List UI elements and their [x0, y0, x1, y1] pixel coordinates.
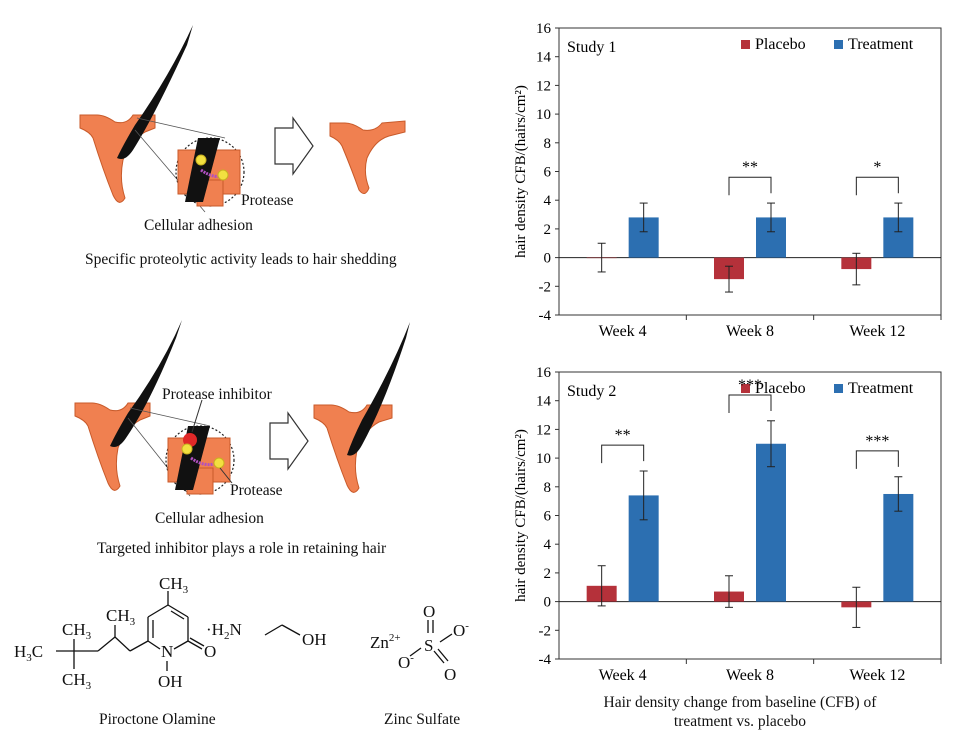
legend-swatch-placebo [741, 40, 750, 49]
x-tick-label: Week 8 [726, 667, 774, 682]
atom-ethanol-oh: OH [302, 630, 327, 649]
chart-footer-line1: Hair density change from baseline (CFB) … [603, 694, 877, 711]
significance-bracket [601, 444, 645, 464]
shed-follicle [329, 120, 406, 194]
legend-swatch-treatment [834, 384, 843, 393]
bar-treatment [756, 443, 786, 602]
y-tick-label: 12 [536, 422, 551, 438]
atom-oh-n: OH [158, 672, 183, 691]
atom-zn: Zn2+ [370, 632, 401, 652]
x-tick-label: Week 12 [849, 323, 905, 340]
y-tick-label: 12 [536, 78, 551, 94]
y-tick-label: 2 [544, 566, 552, 582]
significance-marker: *** [865, 433, 889, 450]
y-tick-label: 6 [544, 165, 552, 181]
y-tick-label: 6 [544, 509, 552, 525]
chart-footer-line2: treatment vs. placebo [673, 713, 807, 730]
bar-treatment [883, 493, 914, 602]
y-tick-label: 0 [544, 595, 552, 611]
y-tick-label: 10 [536, 451, 551, 467]
atom-salt-h2n: ·H2N [206, 620, 242, 642]
x-tick-label: Week 4 [599, 323, 647, 340]
panel2-caption: Targeted inhibitor plays a role in retai… [97, 540, 387, 557]
significance-marker: *** [738, 377, 762, 394]
shedding-illustration [79, 25, 314, 213]
legend-swatch-placebo [741, 384, 750, 393]
y-axis-label: hair density CFB/(hairs/cm²) [513, 85, 529, 258]
y-axis-label: hair density CFB/(hairs/cm²) [513, 429, 529, 602]
adhesion-label-2: Cellular adhesion [155, 510, 264, 527]
y-tick-label: 8 [544, 136, 552, 152]
y-tick-label: 2 [544, 222, 552, 238]
protease-dot [195, 154, 207, 166]
chart-title: Study 2 [567, 383, 616, 400]
atom-ch3-branch: CH3 [106, 606, 136, 628]
significance-marker: ** [615, 427, 631, 444]
legend-label-treatment: Treatment [848, 380, 914, 397]
hair-shaft [117, 25, 193, 159]
zinc-sulfate-structure: Zn2+ S O O- O- O [370, 602, 469, 684]
significance-bracket [728, 394, 772, 413]
y-tick-label: 14 [536, 50, 552, 66]
retention-illustration [74, 320, 309, 497]
y-tick-label: 16 [536, 365, 552, 381]
panel1-caption: Specific proteolytic activity leads to h… [85, 251, 397, 268]
zinc-name: Zinc Sulfate [384, 711, 461, 728]
adhesion-label-1: Cellular adhesion [144, 217, 253, 234]
significance-bracket [728, 176, 772, 196]
significance-bracket [855, 176, 899, 196]
chart-footer: Hair density change from baseline (CFB) … [585, 693, 895, 731]
atom-o-left: O- [398, 652, 414, 672]
chart-study-1: -4 -2 0 2 4 6 8 10 12 14 16 hair density CFB/(hairs… [513, 21, 942, 340]
atom-ch3-quaternary-top: CH3 [62, 620, 92, 642]
inhibitor-dot [183, 433, 197, 447]
atom-o-top: O [423, 602, 435, 621]
atom-ch3-quaternary-bottom: CH3 [62, 670, 92, 692]
atom-o-bottom: O [444, 665, 456, 684]
inhibitor-label: Protease inhibitor [162, 386, 272, 403]
atom-o-right: O- [453, 620, 469, 640]
y-tick-label: 4 [544, 537, 552, 553]
retained-follicle [313, 322, 410, 493]
y-tick-label: 4 [544, 193, 552, 209]
legend-swatch-treatment [834, 40, 843, 49]
y-tick-label: 8 [544, 480, 552, 496]
y-tick-label: 14 [536, 394, 552, 410]
legend-label-placebo: Placebo [755, 36, 806, 53]
atom-n: N [161, 642, 173, 661]
y-tick-label: -4 [539, 652, 552, 668]
y-tick-label: 10 [536, 107, 551, 123]
y-tick-label: 0 [544, 251, 552, 267]
atom-ch3-top: CH3 [159, 575, 189, 596]
x-tick-label: Week 8 [726, 323, 774, 340]
y-tick-label: 16 [536, 21, 552, 37]
significance-marker: ** [742, 159, 758, 176]
protease-label-1: Protease [241, 192, 294, 209]
x-tick-label: Week 4 [599, 667, 647, 682]
significance-bracket [855, 450, 899, 469]
process-arrow [274, 116, 314, 176]
y-tick-label: -2 [539, 623, 552, 639]
legend-label-placebo: Placebo [755, 380, 806, 397]
piroctone-olamine-structure: CH3 CH3 CH3 H3C CH3 N O OH ·H2N OH [14, 575, 327, 692]
significance-marker: * [873, 159, 881, 176]
protease-label-2: Protease [230, 482, 283, 499]
chart-study-2: -4 -2 0 2 4 6 8 10 12 14 16 hair density CFB/(hairs… [513, 365, 942, 682]
atom-s: S [424, 636, 433, 655]
legend-label-treatment: Treatment [848, 36, 914, 53]
atom-h3c: H3C [14, 642, 43, 664]
atom-o-keto: O [204, 642, 216, 661]
y-tick-label: -2 [539, 279, 552, 295]
y-tick-label: -4 [539, 308, 552, 324]
chart-title: Study 1 [567, 39, 616, 56]
piroctone-name: Piroctone Olamine [99, 711, 216, 728]
x-tick-label: Week 12 [849, 667, 905, 682]
